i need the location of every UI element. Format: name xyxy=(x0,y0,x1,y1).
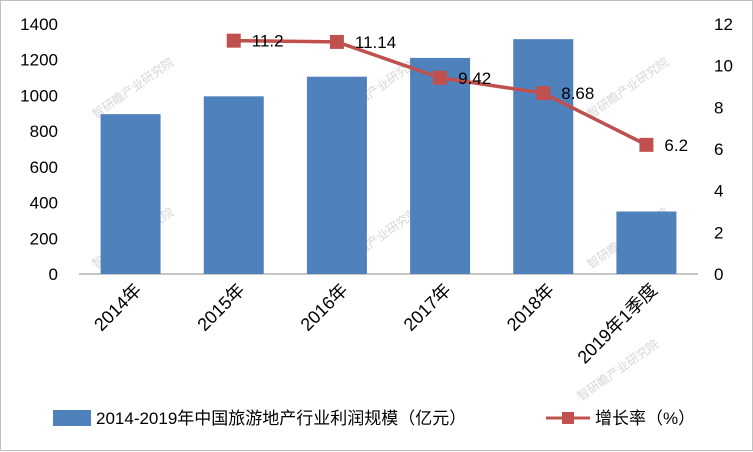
x-axis-tick-label: 2017年 xyxy=(400,280,455,335)
data-label: 11.2 xyxy=(252,32,284,51)
line-point xyxy=(536,86,551,101)
right-axis-tick-label: 10 xyxy=(714,57,733,76)
right-axis-tick-label: 0 xyxy=(714,265,723,284)
data-label: 9.42 xyxy=(458,69,491,88)
x-axis-tick-label: 2014年 xyxy=(90,280,145,335)
left-axis-tick-label: 0 xyxy=(49,265,58,284)
watermark-text: 智研瞻产业研究院 xyxy=(89,54,176,121)
legend-line-marker xyxy=(562,412,574,424)
right-axis-ticks: 0 2 4 6 8 10 12 xyxy=(714,15,733,284)
bar xyxy=(203,96,264,274)
bar xyxy=(513,39,574,274)
legend: 2014-2019年中国旅游地产行业利润规模（亿元） 增长率（%） xyxy=(53,409,695,428)
x-axis-ticks: 2014年 2015年 2016年 2017年 2018年 2019年1季度 xyxy=(90,280,661,368)
legend-line-label: 增长率（%） xyxy=(595,409,695,428)
line-point xyxy=(226,33,241,48)
left-axis-tick-label: 400 xyxy=(30,194,58,213)
x-axis-tick-label: 2018年 xyxy=(503,280,558,335)
line-series: 11.2 11.14 9.42 8.68 6.2 xyxy=(226,32,688,155)
bar xyxy=(100,114,161,274)
bar xyxy=(306,76,367,274)
legend-bar-label: 2014-2019年中国旅游地产行业利润规模（亿元） xyxy=(96,409,466,428)
x-axis-tick-label: 2016年 xyxy=(297,280,352,335)
data-label: 8.68 xyxy=(561,84,594,103)
bar xyxy=(410,57,471,274)
right-axis-tick-label: 2 xyxy=(714,223,723,242)
line-point xyxy=(639,137,654,152)
left-axis-tick-label: 1000 xyxy=(20,86,58,105)
x-axis-tick-label: 2015年 xyxy=(193,280,248,335)
left-axis-tick-label: 200 xyxy=(30,229,58,248)
bar xyxy=(616,211,677,274)
watermark-text: 智研瞻产业研究院 xyxy=(584,54,671,121)
left-axis-ticks: 0 200 400 600 800 1000 1200 1400 xyxy=(20,15,58,284)
right-axis-tick-label: 12 xyxy=(714,15,733,34)
left-axis-tick-label: 1200 xyxy=(20,51,58,70)
legend-bar-swatch xyxy=(53,410,91,426)
line-point xyxy=(329,34,344,49)
right-axis-tick-label: 6 xyxy=(714,140,723,159)
data-label: 6.2 xyxy=(664,136,688,155)
left-axis-tick-label: 800 xyxy=(30,122,58,141)
right-axis-tick-label: 8 xyxy=(714,98,723,117)
line-point xyxy=(433,70,448,85)
right-axis-tick-label: 4 xyxy=(714,182,723,201)
left-axis-tick-label: 600 xyxy=(30,158,58,177)
bar-series xyxy=(100,39,677,274)
left-axis-tick-label: 1400 xyxy=(20,15,58,34)
data-label: 11.14 xyxy=(355,33,396,52)
